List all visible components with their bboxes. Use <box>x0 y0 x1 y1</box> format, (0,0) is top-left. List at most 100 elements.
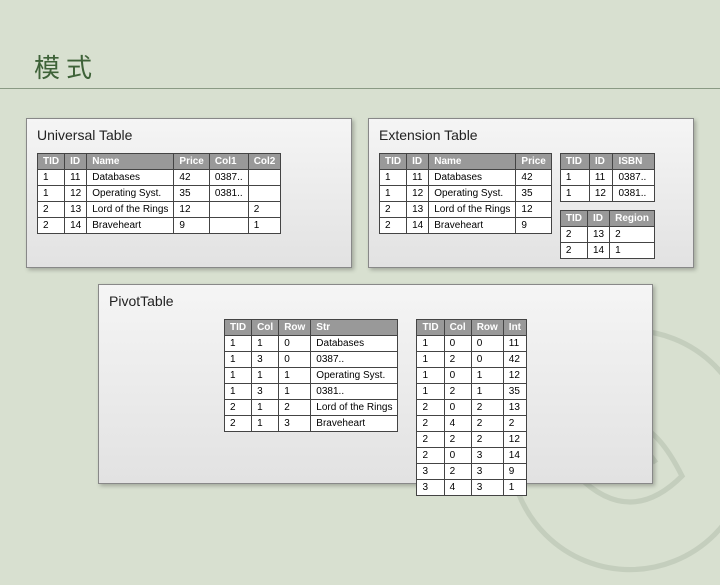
table-cell: 1 <box>503 480 526 496</box>
table-cell: 2 <box>444 432 471 448</box>
table-cell: 9 <box>503 464 526 480</box>
table-row: 214Braveheart91 <box>38 218 281 234</box>
table-cell: 12 <box>174 202 209 218</box>
table-cell: 3 <box>417 480 444 496</box>
table-cell: 0387.. <box>209 170 248 186</box>
table-cell: 1 <box>38 186 65 202</box>
table-cell: 35 <box>503 384 526 400</box>
table-cell: 2 <box>248 202 281 218</box>
column-header: Price <box>174 154 209 170</box>
table-cell: 1 <box>224 384 251 400</box>
table-cell: 2 <box>417 400 444 416</box>
column-header: Col2 <box>248 154 281 170</box>
table-cell: 35 <box>516 186 551 202</box>
extension-main-table: TIDIDNamePrice111Databases42112Operating… <box>379 153 552 234</box>
table-cell: 2 <box>471 416 503 432</box>
table-cell: 2 <box>610 227 655 243</box>
table-cell: 3 <box>252 352 279 368</box>
table-cell: 0 <box>444 368 471 384</box>
table-cell: 14 <box>503 448 526 464</box>
table-row: 20213 <box>417 400 527 416</box>
table-cell: 0 <box>279 352 311 368</box>
table-cell: 13 <box>503 400 526 416</box>
table-cell: 0381.. <box>613 186 655 202</box>
extension-isbn-table: TIDIDISBN1110387..1120381.. <box>560 153 655 202</box>
table-cell: 0387.. <box>311 352 398 368</box>
column-header: ISBN <box>613 154 655 170</box>
table-cell: 2 <box>560 243 587 259</box>
table-cell: 0387.. <box>613 170 655 186</box>
column-header: TID <box>417 320 444 336</box>
table-cell: 1 <box>610 243 655 259</box>
table-cell: 2 <box>38 202 65 218</box>
table-cell: 1 <box>38 170 65 186</box>
table-cell: 9 <box>516 218 551 234</box>
column-header: TID <box>560 154 589 170</box>
table-cell: 2 <box>503 416 526 432</box>
table-cell: 13 <box>407 202 429 218</box>
table-cell: 0 <box>471 352 503 368</box>
table-cell: 1 <box>248 218 281 234</box>
table-cell: 14 <box>407 218 429 234</box>
table-cell: 2 <box>38 218 65 234</box>
table-cell: 3 <box>471 480 503 496</box>
table-cell: 1 <box>417 352 444 368</box>
table-cell: 1 <box>252 400 279 416</box>
table-cell: 2 <box>417 432 444 448</box>
table-cell: 0 <box>444 336 471 352</box>
table-row: 1120381.. <box>560 186 654 202</box>
table-cell: 1 <box>224 352 251 368</box>
table-row: 3239 <box>417 464 527 480</box>
extension-region-table: TIDIDRegion21322141 <box>560 210 655 259</box>
table-cell: 2 <box>224 416 251 432</box>
table-cell: 42 <box>516 170 551 186</box>
table-row: 10112 <box>417 368 527 384</box>
table-cell: 11 <box>503 336 526 352</box>
table-cell: 1 <box>224 368 251 384</box>
table-cell: 4 <box>444 480 471 496</box>
column-header: ID <box>589 154 613 170</box>
table-row: 111Databases420387.. <box>38 170 281 186</box>
column-header: Col <box>444 320 471 336</box>
column-header: Int <box>503 320 526 336</box>
table-cell: Operating Syst. <box>87 186 174 202</box>
table-cell: 1 <box>560 170 589 186</box>
table-cell: 14 <box>65 218 87 234</box>
table-cell: 2 <box>279 400 311 416</box>
table-cell: 2 <box>444 352 471 368</box>
table-cell: Operating Syst. <box>311 368 398 384</box>
table-row: 12135 <box>417 384 527 400</box>
table-cell: 4 <box>444 416 471 432</box>
table-cell: Braveheart <box>311 416 398 432</box>
column-header: ID <box>587 211 609 227</box>
table-row: 2422 <box>417 416 527 432</box>
pivot-str-table: TIDColRowStr110Databases1300387..111Oper… <box>224 319 399 432</box>
table-row: 213Lord of the Rings12 <box>380 202 552 218</box>
table-cell: 2 <box>471 400 503 416</box>
universal-table: TIDIDNamePriceCol1Col2111Databases420387… <box>37 153 281 234</box>
table-cell: Lord of the Rings <box>87 202 174 218</box>
table-cell: 1 <box>252 336 279 352</box>
table-cell: 3 <box>471 448 503 464</box>
table-cell: 1 <box>417 384 444 400</box>
table-cell: 0 <box>444 400 471 416</box>
table-row: 110Databases <box>224 336 398 352</box>
table-row: 2141 <box>560 243 654 259</box>
column-header: Name <box>429 154 516 170</box>
table-cell: 2 <box>444 384 471 400</box>
column-header: TID <box>224 320 251 336</box>
table-cell: 9 <box>174 218 209 234</box>
table-cell: 1 <box>252 368 279 384</box>
table-row: 212Lord of the Rings <box>224 400 398 416</box>
table-cell: 12 <box>516 202 551 218</box>
table-cell: 13 <box>587 227 609 243</box>
table-cell: 11 <box>589 170 613 186</box>
table-cell: Lord of the Rings <box>311 400 398 416</box>
table-cell: 2 <box>560 227 587 243</box>
table-row: 2132 <box>560 227 654 243</box>
table-row: 111Databases42 <box>380 170 552 186</box>
table-cell: 2 <box>471 432 503 448</box>
table-row: 213Lord of the Rings122 <box>38 202 281 218</box>
table-cell: 35 <box>174 186 209 202</box>
table-cell: 3 <box>252 384 279 400</box>
